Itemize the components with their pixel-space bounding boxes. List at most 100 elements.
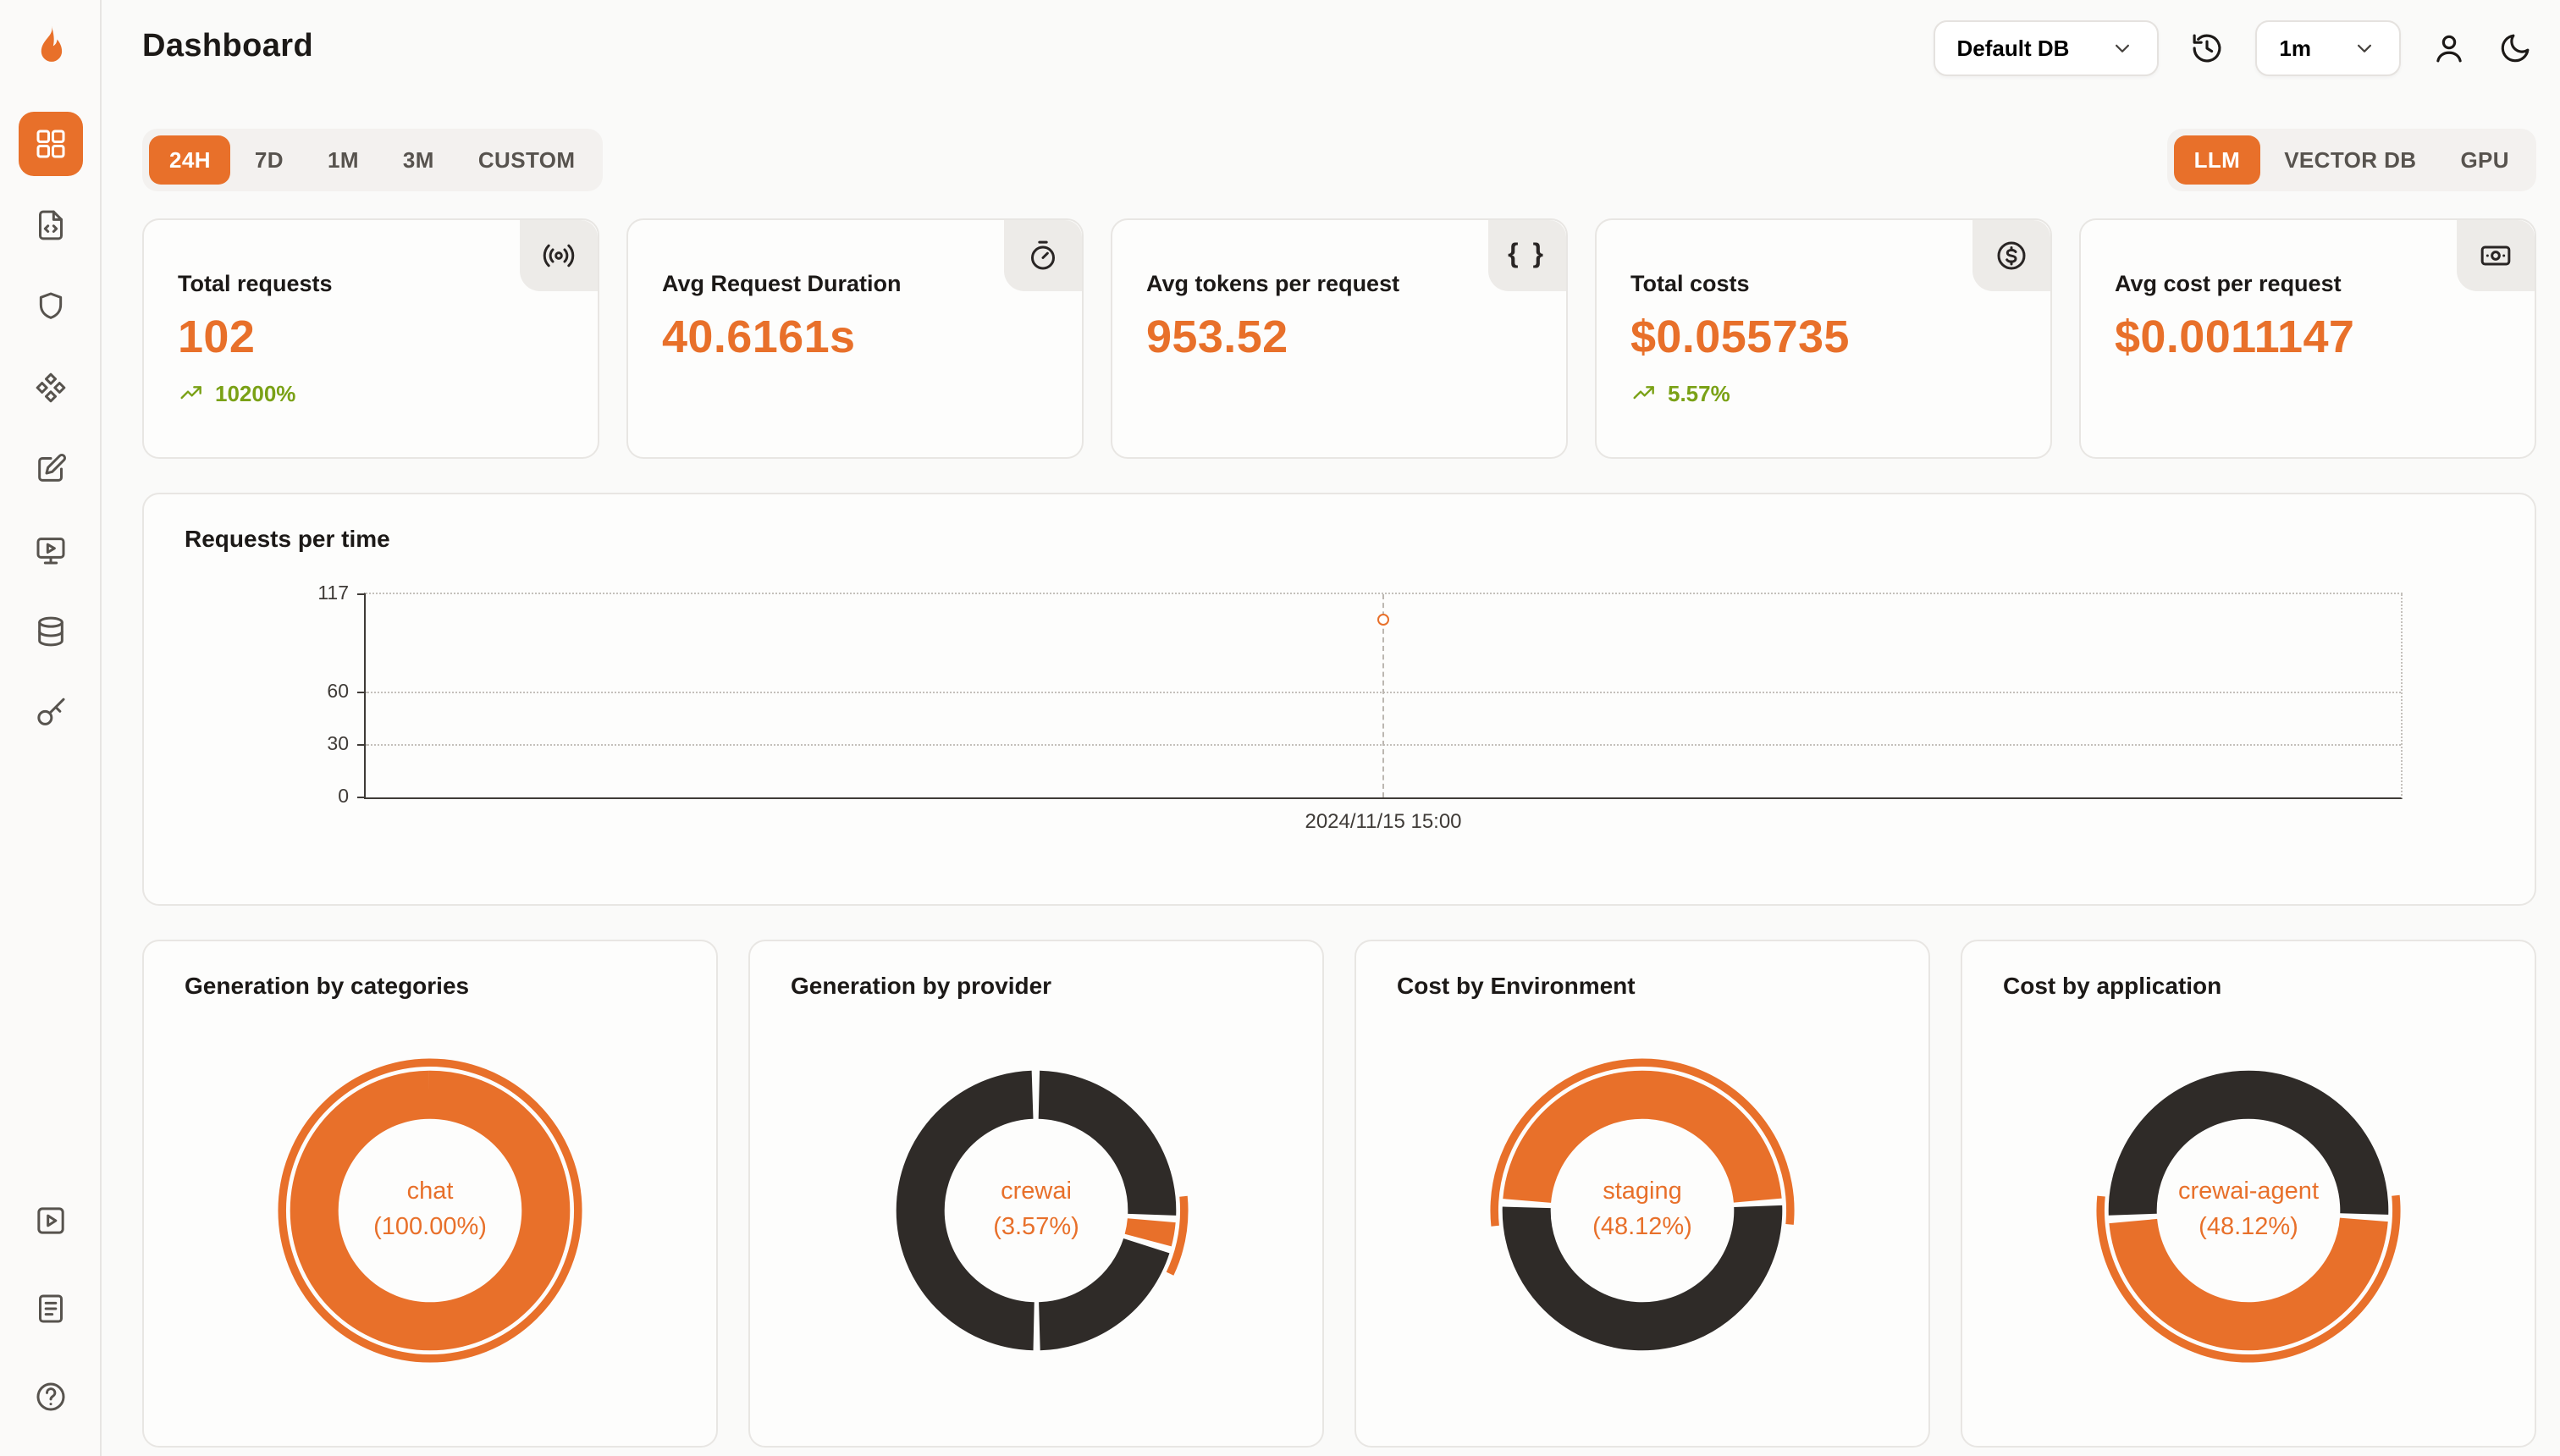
chart-title: Generation by provider xyxy=(791,972,1052,999)
theme-toggle-button[interactable] xyxy=(2497,30,2533,65)
app-logo[interactable] xyxy=(19,17,80,78)
donut-row: Generation by categories chat (100.00%) Gen… xyxy=(142,940,2536,1448)
help-circle-icon xyxy=(33,1380,67,1414)
trend-up-icon xyxy=(1630,379,1658,406)
chevron-down-icon xyxy=(2110,35,2135,60)
stat-label: Avg tokens per request xyxy=(1146,271,1400,296)
interval-select[interactable]: 1m xyxy=(2255,19,2401,75)
donut-chart: chat (100.00%) xyxy=(269,1050,591,1371)
stat-badge: { } xyxy=(1488,220,1566,291)
donut-highlight-arc xyxy=(1490,1058,1795,1363)
main-area: Dashboard Default DB 1m xyxy=(102,0,2560,1456)
antenna-icon xyxy=(542,239,576,273)
stat-badge xyxy=(1972,220,2050,291)
refresh-interval-button[interactable] xyxy=(2189,30,2225,65)
database-icon xyxy=(33,615,67,648)
sidebar-item-getting-started[interactable] xyxy=(18,1189,82,1253)
donut-segment-staging[interactable] xyxy=(1502,1070,1783,1351)
tab-source-gpu[interactable]: GPU xyxy=(2440,135,2530,185)
donut-segment-other[interactable] xyxy=(896,1070,1177,1351)
moon-icon xyxy=(2497,30,2533,65)
donut-card-generation-by-provider: Generation by provider crewai (3.57%) xyxy=(748,940,1324,1448)
donut-highlight-arc xyxy=(2096,1058,2401,1363)
trend-up-icon xyxy=(178,379,205,406)
stat-label: Avg cost per request xyxy=(2115,271,2342,296)
stat-label: Total requests xyxy=(178,271,333,296)
tab-time-7d[interactable]: 7D xyxy=(234,135,304,185)
donut-segment-other[interactable] xyxy=(1502,1070,1783,1351)
y-tick xyxy=(357,744,366,747)
database-select[interactable]: Default DB xyxy=(1933,19,2160,75)
page-title: Dashboard xyxy=(142,29,314,64)
donut-chart: staging (48.12%) xyxy=(1481,1050,1803,1371)
x-axis-label: 2024/11/15 15:00 xyxy=(1305,809,1462,833)
sidebar-item-prompts[interactable] xyxy=(18,356,82,420)
y-tick-label: 30 xyxy=(327,735,349,756)
sidebar-item-dashboard[interactable] xyxy=(18,112,82,176)
file-code-icon xyxy=(33,208,67,242)
docs-icon xyxy=(33,1292,67,1326)
stats-row: Total requests 102 10200% Avg Request Durat… xyxy=(142,218,2536,459)
tab-time-1m[interactable]: 1M xyxy=(307,135,379,185)
stat-value: $0.0011147 xyxy=(2115,312,2355,362)
flame-logo-icon xyxy=(25,22,75,73)
line-chart-plot[interactable]: 0 30 60 117 xyxy=(317,584,2403,808)
stat-card-avg-request-duration: Avg Request Duration 40.6161s xyxy=(626,218,1084,459)
y-tick xyxy=(357,692,366,694)
history-refresh-icon xyxy=(2189,30,2225,65)
sidebar-item-help[interactable] xyxy=(18,1365,82,1429)
stat-value: 102 xyxy=(178,312,256,362)
edit-square-icon xyxy=(33,452,67,486)
y-tick xyxy=(357,797,366,798)
donut-chart: crewai (3.57%) xyxy=(875,1050,1197,1371)
user-menu-button[interactable] xyxy=(2431,30,2467,65)
sidebar-item-evaluations[interactable] xyxy=(18,437,82,501)
donut-card-generation-by-categories: Generation by categories chat (100.00%) xyxy=(142,940,718,1448)
tab-source-llm[interactable]: LLM xyxy=(2173,135,2261,185)
y-tick-label: 60 xyxy=(327,682,349,703)
sidebar-item-documentation[interactable] xyxy=(18,1277,82,1341)
stat-badge xyxy=(520,220,598,291)
donut-card-cost-by-environment: Cost by Environment staging (48.12%) xyxy=(1354,940,1930,1448)
tab-source-vector-db[interactable]: VECTOR DB xyxy=(2264,135,2436,185)
sidebar-item-api-keys[interactable] xyxy=(18,681,82,745)
sidebar-item-playground[interactable] xyxy=(18,518,82,582)
timer-icon xyxy=(1026,239,1060,273)
chevron-down-icon xyxy=(2352,35,2377,60)
sidebar-nav xyxy=(18,112,82,745)
sidebar-item-exceptions[interactable] xyxy=(18,274,82,339)
stat-badge xyxy=(1004,220,1082,291)
donut-segment-other[interactable] xyxy=(2108,1070,2389,1351)
stat-value: 953.52 xyxy=(1146,312,1288,362)
braces-icon: { } xyxy=(1508,240,1547,269)
shield-icon xyxy=(33,290,67,323)
donut-segment-crewai-agent[interactable] xyxy=(2108,1070,2389,1351)
stat-card-avg-cost-per-request: Avg cost per request $0.0011147 xyxy=(2079,218,2536,459)
y-tick-label: 117 xyxy=(317,584,349,604)
sidebar-footer-nav xyxy=(18,1189,82,1429)
tab-time-3m[interactable]: 3M xyxy=(383,135,455,185)
sidebar-item-requests[interactable] xyxy=(18,193,82,257)
sidebar xyxy=(0,0,102,1456)
donut-segment-chat[interactable] xyxy=(290,1070,571,1351)
stat-label: Avg Request Duration xyxy=(662,271,902,296)
user-icon xyxy=(2431,30,2467,65)
y-tick-label: 0 xyxy=(338,787,349,808)
stat-value: 40.6161s xyxy=(662,312,856,362)
requests-per-time-card: Requests per time 0 30 60 117 2024/11/15 15… xyxy=(142,493,2536,906)
stat-badge xyxy=(2457,220,2535,291)
stat-card-total-costs: Total costs $0.055735 5.57% xyxy=(1595,218,2052,459)
axis-pointer-line xyxy=(1382,594,1384,797)
stat-delta: 5.57% xyxy=(1630,379,2017,406)
tab-time-24h[interactable]: 24H xyxy=(149,135,231,185)
tab-time-custom[interactable]: CUSTOM xyxy=(458,135,596,185)
grid-icon xyxy=(33,127,67,161)
donut-card-cost-by-application: Cost by application crewai-agent (48.12%) xyxy=(1961,940,2536,1448)
donut-segment-other[interactable] xyxy=(896,1070,1177,1351)
y-tick xyxy=(357,593,366,595)
dollar-circle-icon xyxy=(1994,239,2028,273)
sidebar-item-databases[interactable] xyxy=(18,599,82,664)
chart-title: Cost by Environment xyxy=(1397,972,1636,999)
donut-highlight-arc xyxy=(278,1058,582,1363)
